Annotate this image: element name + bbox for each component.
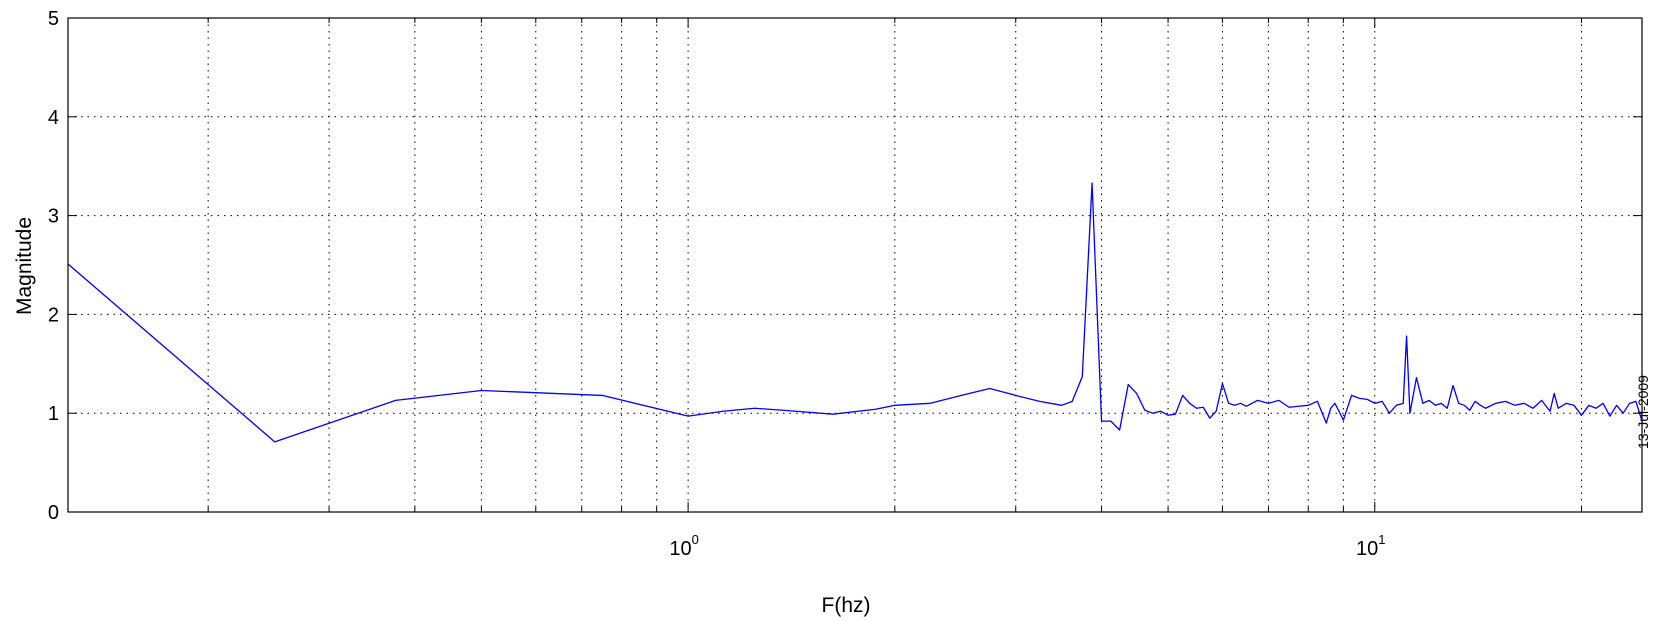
y-tick-label-1: 1 <box>48 403 59 425</box>
y-ticks: 0 1 2 3 4 5 <box>48 8 1642 524</box>
x-axis-label: F(hz) <box>822 594 871 617</box>
y-tick-label-0: 0 <box>48 502 59 524</box>
date-stamp: 13-Jul-2009 <box>1635 375 1651 449</box>
x-tick-label-0: 100 <box>669 532 698 560</box>
x-ticks: 100 101 <box>207 18 1582 560</box>
plot-frame <box>67 17 1643 513</box>
y-tick-label-3: 3 <box>48 206 59 228</box>
axes-box <box>67 17 1643 513</box>
y-tick-label-2: 2 <box>48 304 59 326</box>
y-tick-label-4: 4 <box>48 107 59 129</box>
x-tick-label-1: 101 <box>1356 532 1385 560</box>
series-line-0 <box>67 182 1643 443</box>
grid <box>68 18 1642 512</box>
y-axis-label: Magnitude <box>13 217 36 315</box>
y-tick-label-5: 5 <box>48 8 59 30</box>
series-layer <box>67 182 1643 443</box>
